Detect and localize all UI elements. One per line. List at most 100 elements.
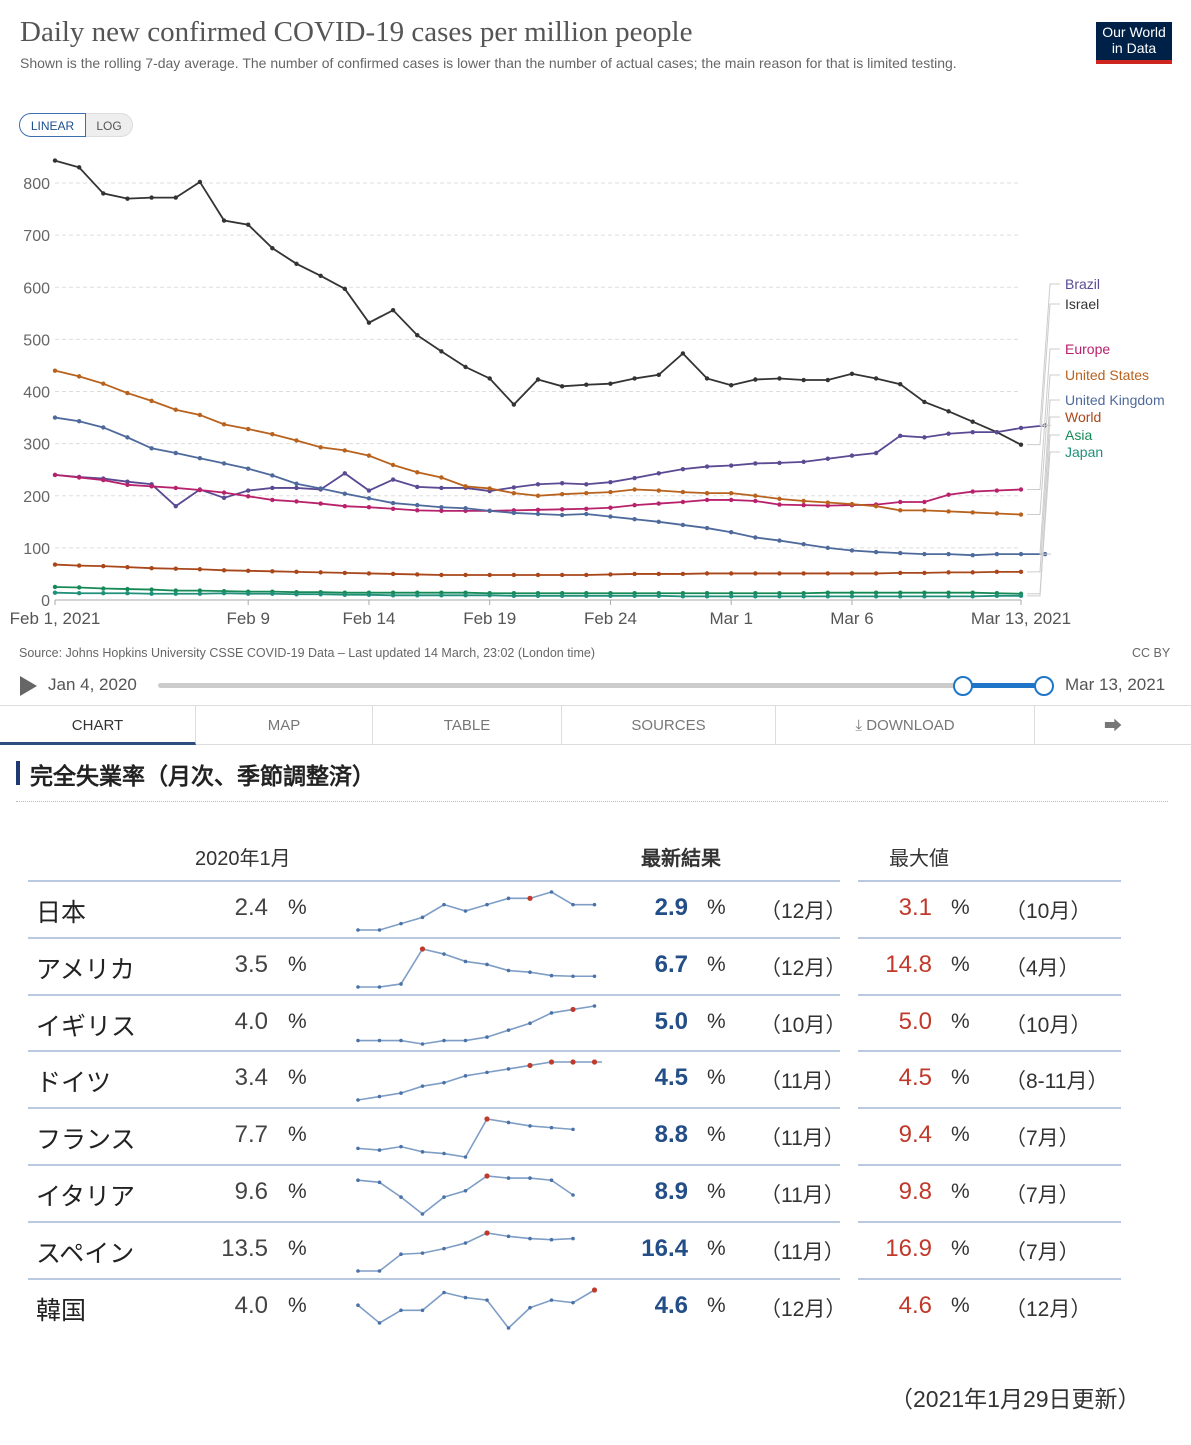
- data-point: [970, 489, 975, 494]
- data-point: [1018, 551, 1024, 557]
- row-divider: [28, 936, 840, 939]
- data-point: [342, 503, 347, 509]
- data-point: [76, 374, 82, 379]
- chart-title: Daily new confirmed COVID-19 cases per m…: [20, 16, 693, 48]
- sparkline-point: [549, 890, 554, 894]
- data-point: [680, 489, 686, 495]
- sparkline-point: [549, 1010, 554, 1015]
- row-divider: [858, 1050, 1121, 1053]
- tab-map[interactable]: MAP: [196, 706, 373, 745]
- row-divider: [28, 993, 840, 996]
- data-point: [294, 438, 299, 443]
- data-point: [704, 591, 710, 596]
- data-point: [632, 571, 637, 577]
- data-point: [970, 429, 975, 435]
- sparkline: [356, 890, 597, 932]
- latest-month: （10月）: [760, 1013, 847, 1037]
- sparkline-point: [463, 1295, 468, 1299]
- data-point: [149, 195, 154, 200]
- sparkline-point: [399, 1145, 403, 1149]
- data-point: [294, 592, 299, 597]
- sparkline-point: [399, 1308, 403, 1312]
- owid-logo[interactable]: Our World in Data: [1096, 22, 1172, 64]
- legend-connector: [1027, 303, 1060, 446]
- percent-sign: %: [288, 952, 307, 976]
- data-point: [656, 519, 661, 525]
- data-point: [680, 466, 686, 472]
- sparkline-point: [377, 1095, 382, 1099]
- col-header-max: 最大値: [889, 848, 949, 870]
- license-link[interactable]: CC BY: [1132, 646, 1171, 660]
- row-divider: [858, 993, 1121, 996]
- sparkline-point: [485, 1297, 489, 1302]
- data-point: [898, 382, 903, 387]
- timeline-start-label: Jan 4, 2020: [48, 675, 137, 694]
- data-point: [632, 517, 637, 522]
- data-point: [922, 499, 927, 505]
- data-point: [801, 498, 806, 504]
- x-tick-label: Feb 19: [463, 609, 516, 628]
- sparkline-path: [357, 1175, 574, 1216]
- data-point: [1018, 487, 1024, 492]
- data-point: [52, 368, 58, 373]
- x-tick-label: Feb 1, 2021: [10, 609, 101, 628]
- tab-chart[interactable]: CHART: [0, 706, 196, 745]
- data-point: [898, 508, 903, 513]
- data-point: [632, 502, 637, 508]
- sparkline-max-point: [591, 1286, 598, 1293]
- country-name: スペイン: [36, 1239, 135, 1268]
- data-point: [221, 568, 227, 573]
- data-point: [729, 530, 734, 535]
- data-point: [946, 590, 951, 595]
- data-point: [704, 525, 710, 531]
- share-button[interactable]: ⮕: [1035, 706, 1191, 745]
- max-month: （10月）: [1005, 1013, 1092, 1037]
- data-point: [584, 572, 589, 578]
- sparkline-max-point: [484, 1230, 490, 1236]
- timeline-track[interactable]: [158, 683, 1044, 688]
- data-point: [873, 376, 879, 381]
- timeline-start-handle[interactable]: [953, 676, 973, 696]
- data-point: [197, 588, 203, 593]
- data-point: [704, 571, 710, 576]
- data-point: [970, 419, 975, 424]
- covid-line-chart: 0 100 200 300 400 500 600 700 800 Feb 1, 2021 Feb …: [10, 158, 1165, 628]
- data-point: [849, 371, 855, 376]
- data-point: [535, 482, 541, 487]
- timeline-end-handle[interactable]: [1034, 676, 1054, 696]
- col-header-latest: 最新結果: [641, 848, 721, 870]
- sparkline-path: [358, 947, 595, 988]
- sparkline-max-point: [527, 895, 533, 901]
- logo-line1: Our World: [1102, 24, 1166, 40]
- tab-sources[interactable]: SOURCES: [562, 706, 776, 745]
- tab-table[interactable]: TABLE: [373, 706, 562, 745]
- data-point: [342, 448, 347, 453]
- data-point: [777, 571, 782, 576]
- data-point: [439, 572, 444, 578]
- value-max: 9.8: [898, 1178, 932, 1205]
- tab-download[interactable]: ⤓ DOWNLOAD: [776, 706, 1035, 745]
- data-point: [270, 591, 275, 596]
- data-point: [922, 570, 927, 576]
- value-latest: 16.4: [641, 1234, 688, 1262]
- latest-month: （12月）: [760, 1297, 847, 1321]
- scale-linear-button[interactable]: LINEAR: [19, 113, 86, 137]
- data-point: [680, 351, 686, 356]
- sparkline-point: [506, 1176, 511, 1180]
- sparkline-path: [357, 1061, 602, 1102]
- data-point: [680, 594, 686, 599]
- data-point: [656, 488, 661, 493]
- series-line-israel: [54, 159, 1022, 446]
- data-point: [415, 502, 420, 508]
- data-point: [342, 570, 347, 576]
- value-2020: 7.7: [234, 1121, 268, 1149]
- sparkline-point: [442, 952, 446, 956]
- x-tick-label: Feb 14: [342, 609, 395, 628]
- data-point: [946, 492, 951, 497]
- data-point: [584, 511, 589, 517]
- data-point: [680, 591, 686, 596]
- data-point: [753, 571, 758, 576]
- scale-log-button[interactable]: LOG: [86, 113, 133, 137]
- legend-label: Brazil: [1065, 276, 1100, 292]
- play-icon[interactable]: [20, 676, 37, 696]
